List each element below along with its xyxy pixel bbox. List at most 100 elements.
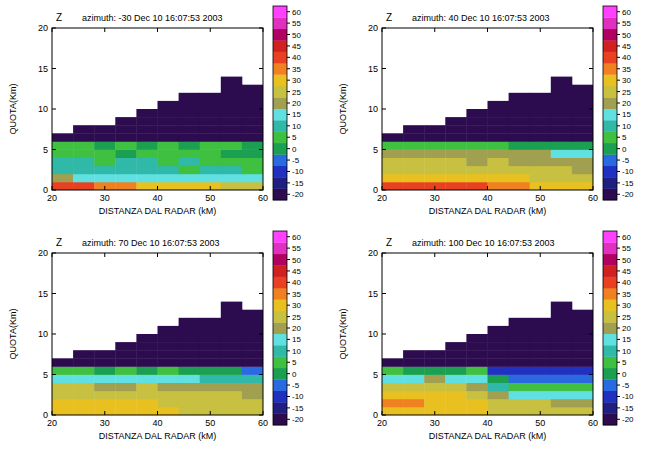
cell bbox=[445, 366, 467, 375]
cell bbox=[551, 334, 573, 343]
x-tick bbox=[382, 253, 383, 257]
cell bbox=[242, 407, 263, 415]
cell bbox=[179, 182, 201, 190]
colorbar-tick-label: 5 bbox=[622, 133, 627, 142]
colorbar-swatch bbox=[273, 177, 287, 189]
cell bbox=[158, 133, 180, 142]
cell bbox=[488, 399, 510, 408]
cell bbox=[530, 93, 552, 102]
cell bbox=[158, 391, 180, 400]
cell bbox=[136, 342, 158, 351]
cell bbox=[424, 150, 446, 159]
cell bbox=[179, 117, 201, 126]
colorbar-swatch bbox=[273, 231, 287, 243]
colorbar-swatch bbox=[273, 368, 287, 380]
cell bbox=[572, 141, 593, 150]
cell bbox=[136, 150, 158, 159]
cells bbox=[382, 302, 593, 415]
colorbar-tick bbox=[617, 362, 620, 363]
y-tick bbox=[52, 109, 56, 110]
cell bbox=[221, 85, 243, 94]
colorbar-swatch bbox=[273, 120, 287, 132]
cell bbox=[179, 399, 201, 408]
y-tick bbox=[382, 253, 386, 254]
cell bbox=[115, 375, 137, 384]
colorbar-swatch bbox=[273, 97, 287, 109]
cell bbox=[466, 407, 488, 415]
cell bbox=[52, 358, 74, 367]
colorbar-swatch bbox=[273, 17, 287, 29]
cell bbox=[424, 399, 446, 408]
cell bbox=[158, 141, 180, 150]
cell bbox=[530, 350, 552, 359]
colorbar-tick-label: 55 bbox=[292, 244, 301, 253]
colorbar-tick-label: -5 bbox=[622, 381, 630, 390]
colorbar-tick-label: -10 bbox=[622, 167, 634, 176]
cell bbox=[488, 174, 510, 183]
cell bbox=[551, 302, 573, 311]
cell bbox=[115, 182, 137, 190]
colorbar-tick-label: 30 bbox=[622, 301, 631, 310]
colorbar-tick-label: 0 bbox=[622, 145, 627, 154]
cell bbox=[242, 326, 263, 335]
x-tick bbox=[540, 253, 541, 257]
colorbar-swatch bbox=[273, 334, 287, 346]
cell bbox=[466, 182, 488, 190]
cell bbox=[136, 334, 158, 343]
x-axis-title: DISTANZA DAL RADAR (kM) bbox=[429, 431, 547, 441]
cell bbox=[136, 109, 158, 118]
y-tick bbox=[259, 293, 263, 294]
cell bbox=[94, 182, 116, 190]
y-tick bbox=[382, 415, 386, 416]
cell bbox=[530, 101, 552, 110]
cell bbox=[445, 141, 467, 150]
y-tick bbox=[52, 415, 56, 416]
cell bbox=[509, 93, 530, 102]
cell bbox=[221, 133, 243, 142]
cell bbox=[572, 109, 593, 118]
colorbar-tick-label: -10 bbox=[622, 392, 634, 401]
colorbar-frame bbox=[273, 6, 287, 200]
cell bbox=[221, 117, 243, 126]
cell bbox=[551, 109, 573, 118]
colorbar-tick bbox=[617, 305, 620, 306]
cell bbox=[158, 399, 180, 408]
x-tick-label: 50 bbox=[535, 418, 545, 428]
cell bbox=[158, 166, 180, 175]
cell bbox=[52, 141, 74, 150]
cell bbox=[445, 150, 467, 159]
cell bbox=[73, 383, 95, 392]
panel: 203040506005101520DISTANZA DAL RADAR (kM… bbox=[8, 231, 304, 441]
cell bbox=[179, 101, 201, 110]
cell bbox=[158, 150, 180, 159]
cell bbox=[73, 391, 95, 400]
colorbar-tick bbox=[287, 339, 290, 340]
cell bbox=[73, 150, 95, 159]
colorbar-tick-label: 15 bbox=[622, 335, 631, 344]
cell bbox=[179, 109, 201, 118]
cell bbox=[572, 101, 593, 110]
cell bbox=[136, 125, 158, 134]
cell bbox=[179, 133, 201, 142]
cell bbox=[466, 109, 488, 118]
cell bbox=[221, 391, 243, 400]
cell bbox=[242, 182, 263, 190]
colorbar-tick-label: 35 bbox=[292, 290, 301, 299]
colorbar-tick bbox=[287, 11, 290, 12]
cell bbox=[221, 358, 243, 367]
colorbar-tick-label: 45 bbox=[622, 42, 631, 51]
cell bbox=[403, 366, 425, 375]
cell bbox=[509, 101, 530, 110]
x-tick-label: 20 bbox=[377, 418, 387, 428]
cell bbox=[424, 174, 446, 183]
cell bbox=[509, 334, 530, 343]
colorbar-swatch bbox=[603, 177, 617, 189]
y-tick-label: 20 bbox=[38, 23, 48, 33]
colorbar-tick bbox=[287, 373, 290, 374]
cell bbox=[136, 141, 158, 150]
cell bbox=[94, 350, 116, 359]
cell bbox=[179, 174, 201, 183]
cell bbox=[551, 383, 573, 392]
cell bbox=[242, 166, 263, 175]
y-tick bbox=[589, 28, 593, 29]
